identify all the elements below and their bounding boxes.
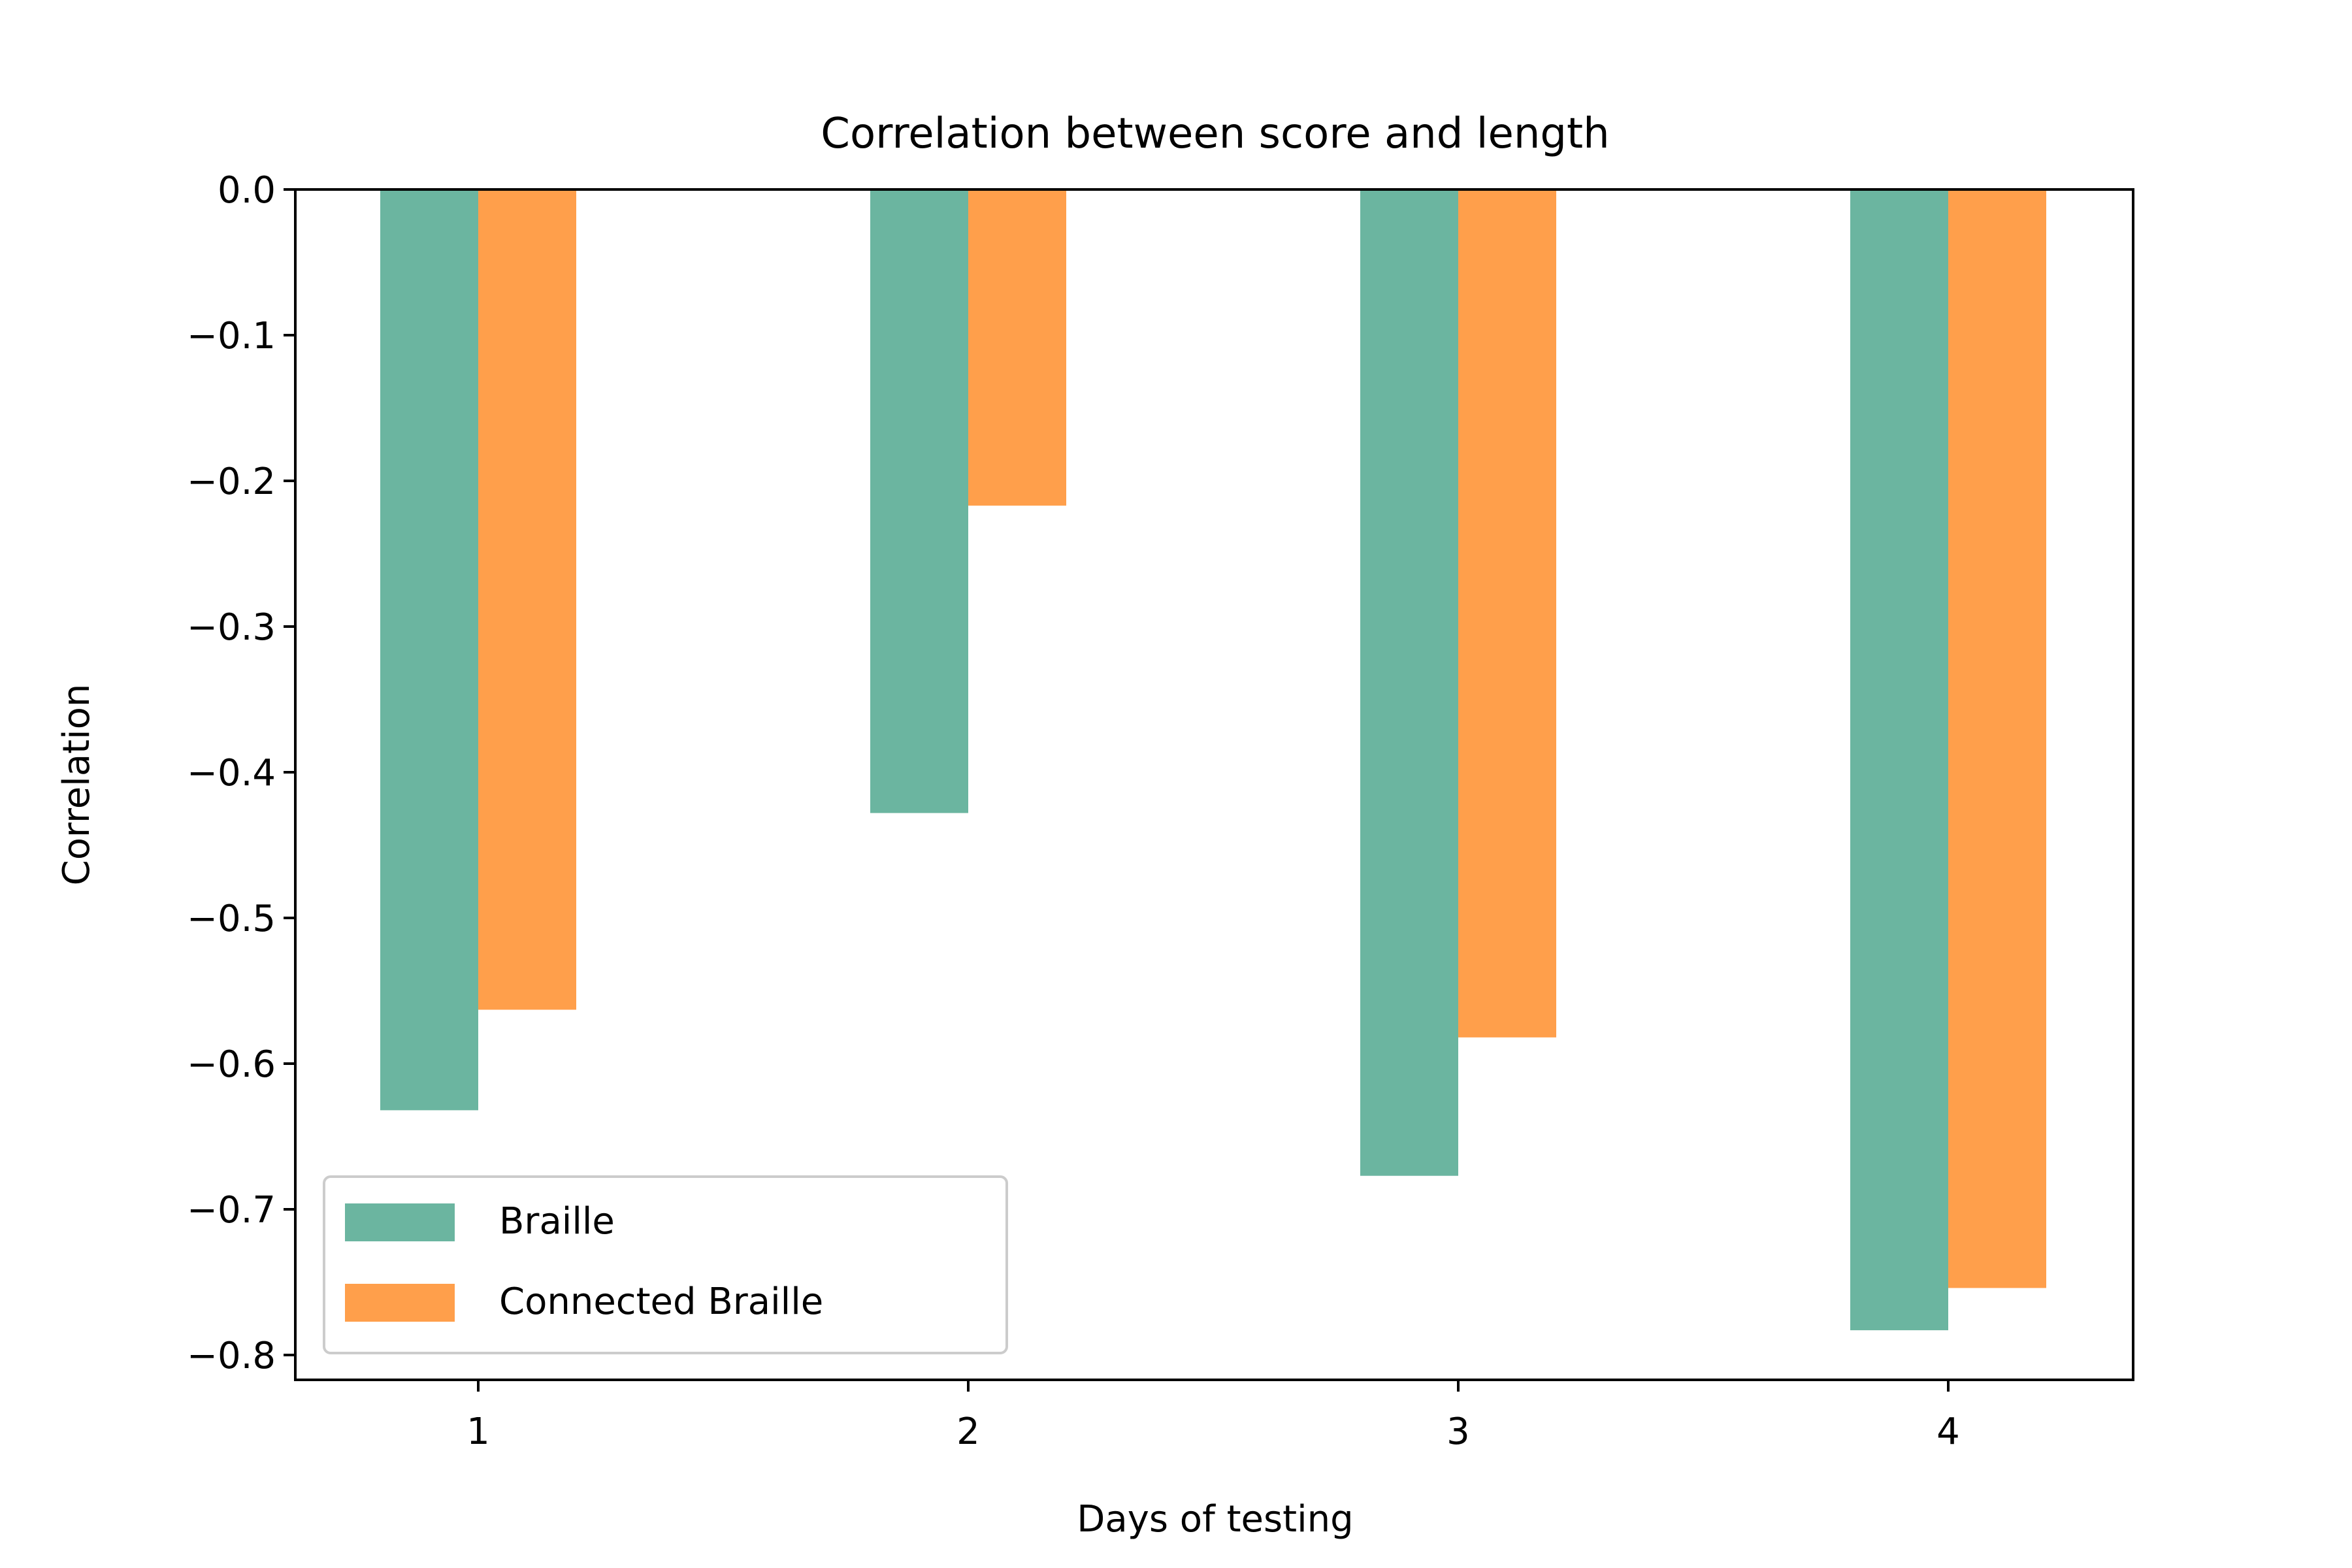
bars-group [380,189,2046,1331]
y-tick-label: −0.6 [187,1043,276,1086]
bar-connected-braille-day-2 [968,189,1066,506]
bar-connected-braille-day-3 [1458,189,1556,1037]
bar-braille-day-1 [380,189,478,1111]
y-tick-label: −0.3 [187,606,276,649]
x-axis-ticks: 1 2 3 4 [466,1380,1960,1453]
y-tick-label: 0.0 [218,169,276,212]
y-tick-label: −0.1 [187,315,276,357]
bar-connected-braille-day-4 [1948,189,2046,1288]
x-tick-label: 2 [956,1411,980,1453]
legend-label-braille: Braille [499,1200,615,1243]
legend-label-connected-braille: Connected Braille [499,1281,823,1323]
bar-braille-day-3 [1360,189,1458,1176]
bar-braille-day-4 [1850,189,1948,1331]
x-axis-label: Days of testing [1077,1498,1353,1541]
y-tick-label: −0.5 [187,898,276,940]
y-tick-label: −0.2 [187,461,276,503]
legend: Braille Connected Braille [323,1175,1008,1354]
y-tick-label: −0.8 [187,1335,276,1377]
x-tick-label: 3 [1446,1411,1470,1453]
x-tick-label: 4 [1936,1411,1960,1453]
x-tick-label: 1 [466,1411,490,1453]
bar-braille-day-2 [870,189,968,813]
y-tick-label: −0.4 [187,752,276,794]
plot-frame [294,188,2134,1381]
chart-title: Correlation between score and length [821,110,1609,158]
y-axis-ticks: 0.0 −0.1 −0.2 −0.3 −0.4 −0.5 −0.6 −0.7 −0.8 [187,169,295,1377]
y-axis-label: Correlation [56,684,98,886]
legend-box [323,1175,1008,1354]
bar-connected-braille-day-1 [478,189,576,1010]
y-tick-label: −0.7 [187,1189,276,1232]
legend-swatch-connected-braille [345,1284,455,1322]
legend-swatch-braille [345,1203,455,1241]
